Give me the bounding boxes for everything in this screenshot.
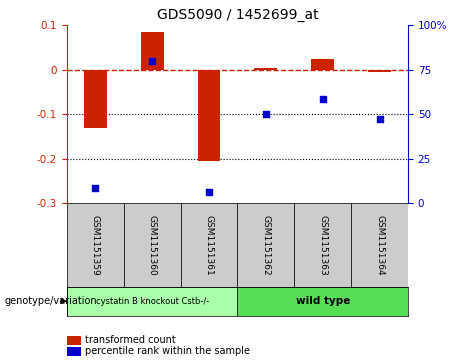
Point — [205, 189, 213, 195]
Text: percentile rank within the sample: percentile rank within the sample — [85, 346, 250, 356]
Text: wild type: wild type — [296, 296, 350, 306]
Title: GDS5090 / 1452699_at: GDS5090 / 1452699_at — [157, 8, 318, 22]
Point — [92, 185, 99, 191]
Bar — [181, 203, 237, 287]
Text: GSM1151361: GSM1151361 — [205, 215, 213, 276]
Bar — [198, 70, 220, 161]
Text: GSM1151362: GSM1151362 — [261, 215, 270, 276]
Bar — [237, 203, 294, 287]
Text: transformed count: transformed count — [85, 335, 176, 345]
Bar — [351, 203, 408, 287]
Text: GSM1151364: GSM1151364 — [375, 215, 384, 276]
Bar — [237, 287, 408, 316]
Bar — [124, 203, 181, 287]
Point — [148, 58, 156, 64]
Bar — [368, 70, 391, 72]
Point — [376, 116, 383, 122]
Text: GSM1151360: GSM1151360 — [148, 215, 157, 276]
Point — [262, 111, 270, 117]
Bar — [254, 68, 277, 70]
Point — [319, 96, 326, 102]
Bar — [311, 59, 334, 70]
Bar — [67, 203, 124, 287]
Text: cystatin B knockout Cstb-/-: cystatin B knockout Cstb-/- — [95, 297, 209, 306]
Bar — [67, 287, 237, 316]
Text: GSM1151359: GSM1151359 — [91, 215, 100, 276]
Bar — [84, 70, 106, 128]
Bar — [294, 203, 351, 287]
Bar — [141, 32, 164, 70]
Text: genotype/variation: genotype/variation — [5, 296, 97, 306]
Text: GSM1151363: GSM1151363 — [318, 215, 327, 276]
